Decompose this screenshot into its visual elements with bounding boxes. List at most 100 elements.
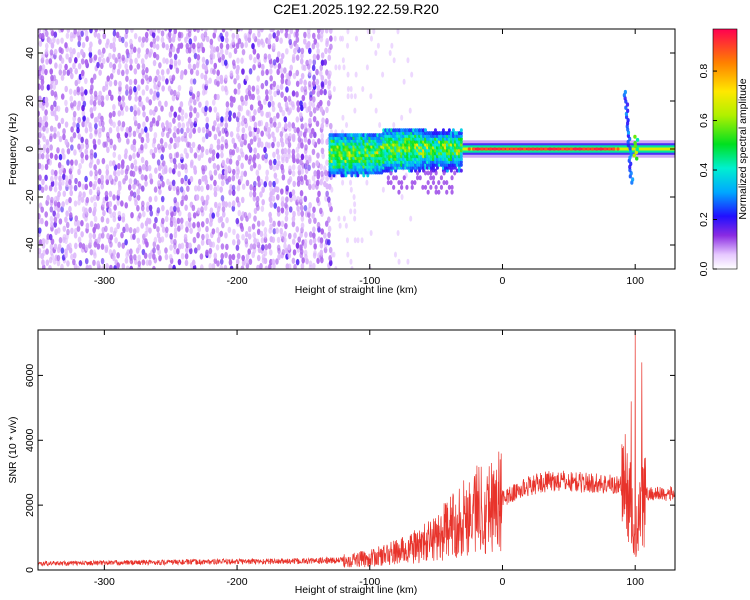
spectrogram-cell — [241, 48, 246, 56]
spectrogram-cell — [148, 99, 153, 106]
spectrogram-cell — [152, 137, 157, 144]
spectrogram-cell — [92, 138, 97, 146]
spectrogram-cell — [175, 141, 180, 148]
spectrogram-cell — [78, 163, 82, 170]
spectrogram-cell — [284, 122, 288, 130]
spectrogram-cell — [74, 68, 78, 75]
spectrogram-cell — [133, 68, 138, 75]
spectrogram-cell — [312, 32, 316, 40]
spectrogram-cell — [56, 38, 60, 45]
spectrogram-cell — [219, 258, 224, 265]
spectrogram-cell — [249, 164, 254, 172]
spectrogram-cell — [60, 164, 65, 172]
spectrogram-cell — [307, 206, 311, 214]
spectrogram-cell — [269, 223, 273, 230]
spectrogram-cell — [145, 115, 149, 123]
spectrogram-cell — [345, 122, 349, 128]
spectrogram-cell — [185, 152, 189, 159]
spectrogram-cell — [140, 144, 144, 151]
spectrogram-cell — [208, 212, 213, 220]
spectrogram-cell — [193, 99, 197, 106]
spectrogram-cell — [102, 47, 106, 54]
spectrogram-cell — [173, 59, 178, 67]
spectrogram-cell — [125, 164, 130, 172]
spectrogram-cell — [312, 58, 317, 66]
spectrogram-cell — [334, 266, 338, 269]
spectrogram-cell — [56, 254, 61, 262]
spectrogram-cell — [60, 247, 65, 254]
spectrogram-cell — [410, 184, 414, 190]
spectrogram-cell — [145, 48, 150, 55]
spectrogram-cell — [244, 94, 249, 101]
spectrogram-cell — [361, 86, 365, 92]
spectrogram-cell — [41, 104, 45, 111]
spectrogram-cell — [145, 132, 150, 139]
spectrogram-cell — [161, 160, 166, 167]
spectrogram-cell — [168, 152, 173, 160]
spectrogram-cell — [200, 151, 204, 159]
spectrogram-cell — [92, 73, 97, 80]
spectrogram-cell — [459, 162, 463, 167]
spectrogram-cell — [154, 167, 158, 174]
spectrogram-cell — [288, 206, 293, 213]
spectrogram-cell — [308, 217, 312, 225]
spectrogram-cell — [117, 95, 122, 102]
spectrogram-cell — [272, 59, 277, 66]
spectrogram-cell — [180, 135, 185, 142]
spectrogram-cell — [341, 57, 345, 64]
spectrogram-cell — [590, 147, 595, 151]
spectrogram-cell — [211, 154, 216, 162]
spectrogram-cell — [224, 122, 229, 129]
spectrogram-cell — [54, 153, 58, 161]
spectrogram-cell — [129, 190, 134, 197]
spectrogram-cell — [578, 147, 582, 151]
spectrogram-cell — [220, 179, 225, 187]
spectrogram-cell — [176, 248, 180, 255]
spectrogram-cell — [148, 227, 152, 234]
spectrogram-cell — [245, 179, 250, 187]
spectrogram-cell — [312, 206, 316, 213]
spectrogram-cell — [447, 184, 451, 190]
carrier-line-band — [462, 151, 675, 155]
spectrogram-cell — [323, 59, 328, 66]
spectrogram-cell — [80, 196, 85, 203]
spectrogram-cell — [406, 258, 410, 265]
spectrogram-cell — [307, 80, 312, 88]
spectrogram-cells — [38, 29, 675, 269]
spectrogram-cell — [166, 178, 170, 186]
spectrogram-cell — [561, 147, 565, 151]
spectrogram-cell — [203, 164, 208, 172]
spectrogram-cell — [241, 233, 245, 241]
spectrogram-cell — [195, 194, 200, 201]
spectrogram-cell — [208, 130, 212, 138]
spectrogram-cell — [56, 201, 61, 208]
spectrogram-cell — [288, 38, 293, 46]
spectrogram-cell — [172, 264, 176, 269]
spectrogram-cell — [257, 137, 262, 144]
spectrogram-cell — [212, 162, 217, 170]
spectrogram-cell — [232, 228, 236, 236]
carrier-line-band — [462, 145, 675, 149]
x-tick-label: -300 — [94, 275, 115, 287]
spectrogram-cell — [442, 180, 446, 186]
spectrogram-cell — [65, 198, 69, 206]
spectrogram-cell — [319, 106, 324, 113]
spectrogram-cell — [125, 126, 130, 134]
spectrogram-cell — [235, 196, 240, 203]
spectrogram-cell — [173, 227, 178, 234]
spectrogram-cell — [327, 201, 332, 208]
spectrogram-cell — [510, 147, 514, 151]
spectrogram-cell — [319, 99, 323, 107]
spectrogram-cell — [253, 147, 257, 154]
spectrogram-cell — [44, 68, 48, 76]
spectrogram-cell — [229, 131, 234, 138]
spectrogram-cell — [38, 116, 43, 123]
spectrogram-cell — [317, 190, 321, 198]
spectrogram-cell — [346, 42, 350, 49]
spectrogram-cell — [105, 169, 110, 176]
spectrogram-cell — [296, 100, 300, 107]
spectrogram-cell — [269, 95, 274, 102]
spectrogram-cell — [52, 74, 57, 82]
spectrogram-cell — [183, 163, 188, 170]
spectrogram-cell — [280, 52, 285, 60]
